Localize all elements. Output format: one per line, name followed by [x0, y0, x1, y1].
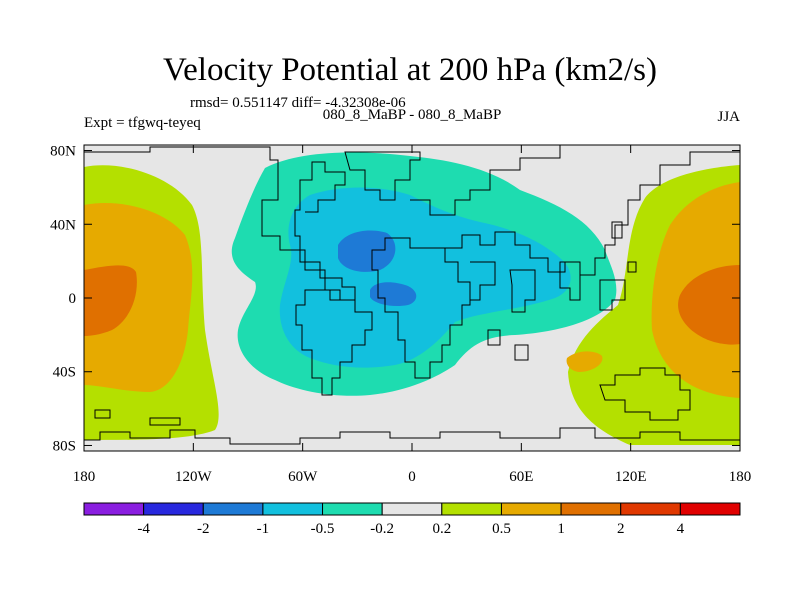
case-label: 080_8_MaBP - 080_8_MaBP — [323, 107, 502, 123]
contour-fill-negative-mid — [279, 187, 571, 368]
colorbar-label: 0.2 — [432, 521, 451, 537]
colorbar-label: -0.5 — [311, 521, 335, 537]
chart-title: Velocity Potential at 200 hPa (km2/s) — [163, 52, 657, 88]
colorbar-label: -1 — [257, 521, 270, 537]
colorbar-swatch — [620, 502, 681, 516]
x-tick-label: 120E — [615, 469, 647, 485]
x-tick-label: 60E — [509, 469, 533, 485]
outline-north-america — [84, 146, 356, 301]
x-tick-label: 120W — [175, 469, 213, 485]
colorbar-swatch — [679, 502, 741, 516]
y-tick-label: 80N — [50, 144, 76, 160]
x-tick-label: 0 — [408, 469, 416, 485]
colorbar-swatch — [381, 502, 443, 516]
season-label: JJA — [717, 109, 740, 125]
colorbar-label: -2 — [197, 521, 210, 537]
outline-arabia-india — [470, 261, 536, 313]
colorbar-swatch — [83, 502, 145, 516]
outline-antarctica — [84, 427, 740, 445]
y-tick-label: 0 — [69, 291, 77, 307]
outline-antarctic-peninsula — [94, 409, 181, 426]
outline-southeast-asia — [559, 261, 626, 311]
colorbar-swatch — [500, 502, 562, 516]
x-tick-label: 180 — [729, 469, 752, 485]
colorbar-swatch — [441, 502, 502, 516]
y-tick-label: 40S — [53, 365, 76, 381]
contour-fill-positive-west-3 — [84, 265, 137, 336]
continent-outlines — [84, 145, 740, 445]
colorbar: -4 -2 -1 -0.5 -0.2 0.2 0.5 1 2 4 — [83, 502, 741, 537]
colorbar-label: 1 — [557, 521, 565, 537]
colorbar-label: 0.5 — [492, 521, 511, 537]
outline-south-america — [295, 289, 373, 396]
y-tick-label: 80S — [53, 438, 76, 454]
y-tick-label: 40N — [50, 217, 76, 233]
outline-africa — [371, 237, 471, 379]
x-tick-label: 180 — [73, 469, 96, 485]
contour-fill-positive-east-3 — [678, 265, 740, 345]
colorbar-swatch — [262, 502, 324, 516]
colorbar-swatch — [202, 502, 264, 516]
axis-ticks: 180 120W 60W 0 60E 120E 180 80N 40N 0 40S 80S — [50, 144, 751, 485]
outline-islands — [487, 221, 637, 361]
experiment-label: Expt = tfgwq-teyeq — [84, 115, 201, 131]
colorbar-label: -4 — [137, 521, 150, 537]
contour-fill-negative-core-north — [338, 230, 396, 272]
outline-australia — [599, 367, 691, 421]
map-plot-area — [84, 145, 740, 451]
contour-fill-negative-core-south — [370, 282, 417, 307]
x-tick-label: 60W — [288, 469, 318, 485]
colorbar-label: 2 — [617, 521, 625, 537]
colorbar-label: -0.2 — [370, 521, 394, 537]
contour-fill-positive-west-2 — [84, 203, 193, 392]
colorbar-swatch — [322, 502, 383, 516]
colorbar-swatch — [560, 502, 622, 516]
contour-fill-positive-small — [566, 351, 603, 372]
stats-label: rmsd= 0.551147 diff= -4.32308e-06 — [190, 95, 406, 111]
colorbar-label: 4 — [677, 521, 685, 537]
colorbar-swatch — [143, 502, 204, 516]
outline-greenland — [344, 151, 421, 201]
